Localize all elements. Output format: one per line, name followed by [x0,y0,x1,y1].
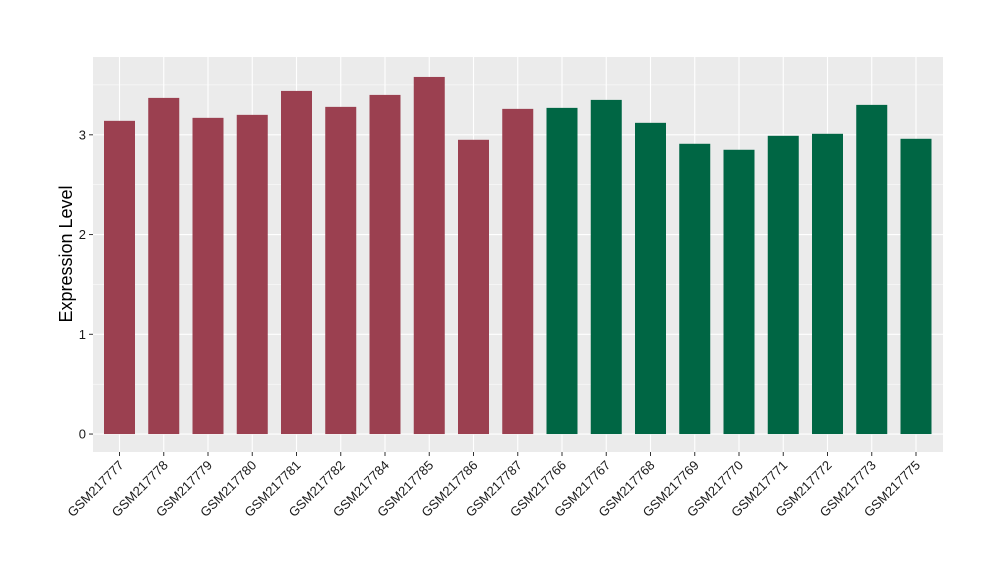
bar [413,76,445,435]
bar [148,97,180,435]
bar [281,90,312,435]
bar [812,133,843,435]
bar [723,149,755,435]
y-tick-label: 0 [79,427,86,442]
y-axis-ticks: 0 1 2 3 [79,127,93,442]
bar [635,122,666,435]
y-tick-label: 2 [79,227,86,242]
bar [546,107,578,435]
bar [325,106,357,435]
bar [590,99,622,435]
x-axis-ticks: GSM217777GSM217778GSM217779GSM217780GSM2… [64,452,923,520]
bar [502,108,534,435]
y-axis-title: Expression Level [56,185,76,322]
bar [192,117,224,435]
bar [369,94,401,435]
bar [767,135,799,435]
y-tick-label: 3 [79,127,86,142]
bar [679,143,711,435]
bars-group [104,76,932,435]
bar [900,138,932,435]
bar [104,120,135,435]
y-tick-label: 1 [79,327,86,342]
bar [236,114,268,435]
bar [458,139,489,435]
bar [856,104,888,435]
